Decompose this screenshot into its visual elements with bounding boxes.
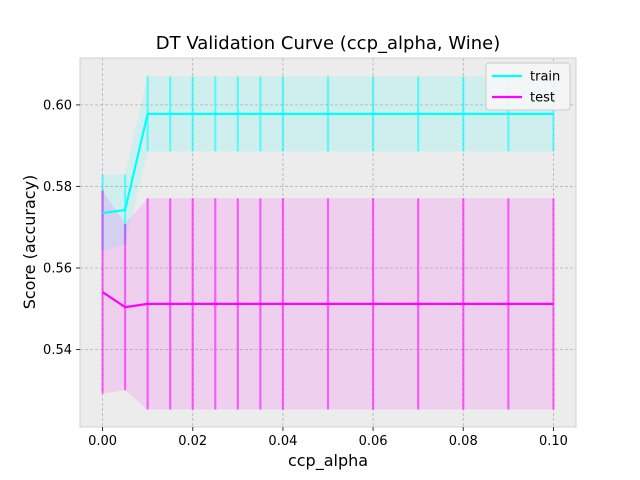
- x-tick-label: 0.00: [88, 434, 117, 449]
- y-tick-label: 0.60: [43, 98, 72, 113]
- legend-label-test: test: [530, 91, 555, 106]
- x-tick-label: 0.02: [178, 434, 207, 449]
- line-test: [101, 291, 554, 309]
- legend: train test: [485, 62, 571, 111]
- y-tick-label: 0.54: [43, 343, 72, 358]
- x-axis-ticks: 0.00 0.02 0.04 0.06 0.08 0.10: [88, 427, 568, 449]
- chart-title: DT Validation Curve (ccp_alpha, Wine): [156, 33, 501, 54]
- y-axis-ticks: 0.54 0.56 0.58 0.60: [43, 98, 80, 358]
- x-axis-label: ccp_alpha: [288, 451, 368, 471]
- line-train: [102, 112, 554, 215]
- legend-label-train: train: [530, 70, 560, 85]
- plot-frame: [79, 57, 577, 428]
- legend-box: [485, 62, 571, 111]
- x-tick-label: 0.04: [268, 434, 297, 449]
- x-tick-label: 0.08: [449, 434, 478, 449]
- y-tick-label: 0.58: [43, 180, 72, 195]
- x-tick-label: 0.06: [359, 434, 388, 449]
- y-tick-label: 0.56: [43, 261, 72, 276]
- x-tick-label: 0.10: [539, 434, 568, 449]
- y-axis-label: Score (accuracy): [20, 175, 39, 310]
- line-layer: [101, 112, 554, 309]
